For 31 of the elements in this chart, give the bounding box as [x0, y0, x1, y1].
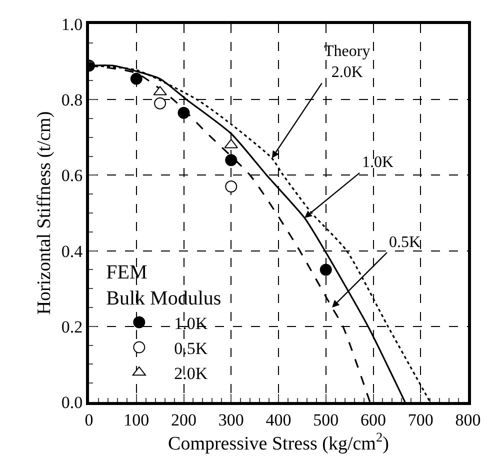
y-axis-title: Horizontal Stiffness (t/cm)	[34, 111, 56, 315]
y-tick-label: 0.0	[61, 392, 83, 412]
x-tick-label: 100	[124, 410, 150, 430]
legend-label: 1.0K	[174, 314, 208, 333]
x-tick-label: 700	[408, 410, 434, 430]
y-tick-label: 0.2	[61, 317, 83, 336]
x-tick-label: 0	[84, 410, 94, 430]
point	[225, 180, 238, 193]
x-tick-label: 600	[360, 410, 386, 430]
point	[178, 106, 190, 119]
y-tick-label: 0.6	[61, 166, 83, 186]
point	[320, 264, 332, 276]
legend-label: 0.5K	[174, 338, 208, 358]
legend-label: 2.0K	[174, 364, 208, 384]
point	[224, 138, 238, 148]
annotation: 1.0K	[362, 154, 394, 171]
point	[154, 97, 166, 110]
x-tick-label: 800	[455, 410, 481, 430]
x-axis-title: Compressive Stress (kg/cm$^{2}$)	[168, 429, 389, 454]
x-tick-label: 500	[313, 410, 339, 430]
x-tick-label: 200	[171, 410, 196, 430]
point	[130, 72, 142, 85]
x-tick-label: 300	[218, 410, 244, 430]
annotation: 0.5K	[389, 234, 421, 251]
y-tick-label: 0.8	[61, 90, 83, 110]
legend-title: FEM Bulk Modulus	[106, 262, 222, 310]
y-tick-label: 0.4	[61, 242, 84, 261]
annotation: Theory 2.0K	[324, 43, 370, 81]
x-tick-label: 400	[266, 410, 292, 430]
point	[225, 154, 238, 166]
y-tick-label: 1.0	[61, 14, 83, 34]
